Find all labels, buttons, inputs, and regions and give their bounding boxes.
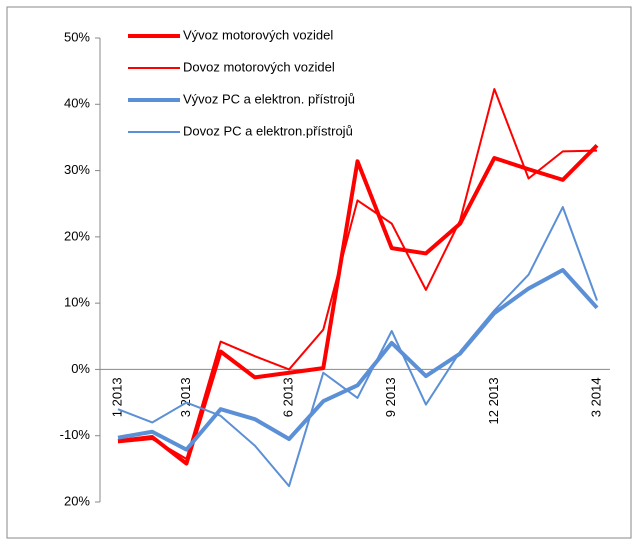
y-tick-label: 20% (64, 228, 90, 243)
series-line (117, 268, 599, 452)
series-line (117, 88, 598, 460)
x-tick-label: 12 2013 (486, 377, 501, 424)
y-tick-label: 10% (64, 295, 90, 310)
x-tick-label: 3 2014 (588, 377, 603, 417)
series-line (117, 143, 599, 466)
chart-border (6, 6, 632, 539)
x-tick-label: 9 2013 (383, 377, 398, 417)
legend-label: Vývoz PC a elektron. přístrojů (183, 91, 355, 106)
legend-label: Dovoz PC a elektron.přístrojů (183, 123, 353, 138)
y-tick-label: 0% (71, 361, 90, 376)
legend-label: Dovoz motorových vozidel (183, 59, 335, 74)
y-tick-label: 30% (64, 162, 90, 177)
y-tick-label: 50% (64, 29, 90, 44)
x-tick-label: 1 2013 (109, 377, 124, 417)
y-tick-label: -10% (60, 427, 91, 442)
y-tick-label: 40% (64, 96, 90, 111)
legend-label: Vývoz motorových vozidel (183, 27, 333, 42)
x-tick-label: 3 2013 (178, 377, 193, 417)
y-tick-label: 20% (64, 493, 90, 508)
series-line (117, 206, 598, 488)
x-tick-label: 6 2013 (281, 377, 296, 417)
